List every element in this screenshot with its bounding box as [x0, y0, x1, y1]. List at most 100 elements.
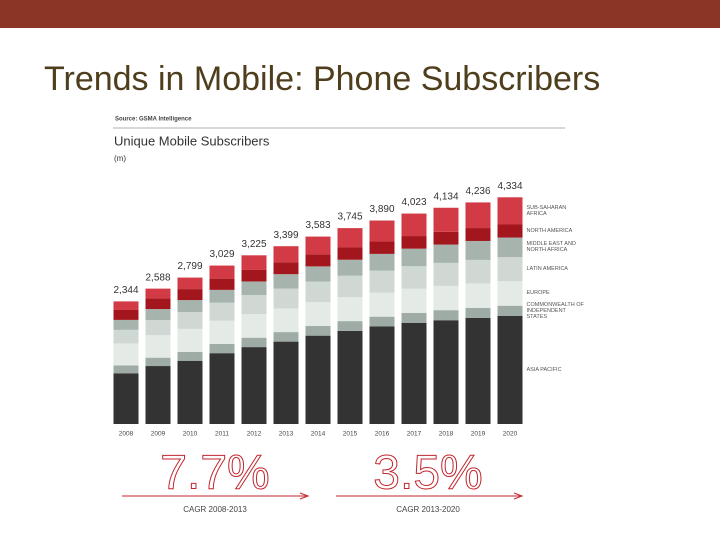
bar-segment [113, 365, 139, 374]
bar-segment [433, 244, 459, 263]
bar-segment [465, 307, 491, 318]
bar-segment [273, 288, 299, 309]
bar-segment [401, 266, 427, 289]
bar-segment [241, 281, 267, 296]
bar-segment [241, 337, 267, 348]
total-label: 3,399 [273, 230, 298, 241]
bar-segment [401, 288, 427, 313]
x-tick-label: 2014 [311, 431, 326, 438]
bar-segment [113, 309, 139, 320]
bar-segment [337, 247, 363, 260]
bar-segment [145, 366, 171, 424]
bar-segment [401, 213, 427, 237]
total-label: 2,799 [177, 261, 202, 272]
bar-segment [369, 292, 395, 317]
bar-segment [273, 246, 299, 263]
bar-segment [113, 343, 139, 366]
x-tick-label: 2012 [247, 431, 262, 438]
bar-segment [337, 330, 363, 424]
x-tick-label: 2015 [343, 431, 358, 438]
bar-segment [305, 335, 331, 424]
bar-segment [337, 259, 363, 276]
cagr-value: 3.5% [373, 447, 482, 500]
bar-segment [113, 329, 139, 344]
x-tick-label: 2008 [119, 431, 134, 438]
bar-segment [209, 278, 235, 290]
bar-segment [433, 310, 459, 321]
bar-segment [273, 274, 299, 289]
source: Source: GSMA Intelligence [115, 117, 192, 123]
bar-segment [177, 360, 203, 424]
x-tick-label: 2018 [439, 431, 454, 438]
bar-segment [113, 319, 139, 330]
bar-segment [305, 281, 331, 303]
bar-segment [241, 269, 267, 282]
bar-segment [337, 297, 363, 322]
bar-segment [497, 257, 523, 282]
bar-segment [497, 224, 523, 238]
bar-segment [145, 288, 171, 299]
total-label: 4,236 [465, 186, 490, 197]
x-tick-label: 2013 [279, 431, 294, 438]
bar-segment [401, 248, 427, 267]
bar-segment [273, 262, 299, 275]
total-label: 2,344 [113, 285, 138, 296]
top-bar [0, 0, 720, 28]
bar-segment [433, 262, 459, 286]
bar-segment [273, 332, 299, 342]
x-tick-label: 2017 [407, 431, 422, 438]
bar-segment [209, 265, 235, 279]
bar-segment [337, 321, 363, 331]
total-label: 3,225 [241, 239, 266, 250]
bar-segment [305, 326, 331, 336]
bar-segment [241, 314, 267, 338]
bar-segment [145, 298, 171, 310]
bar-segment [337, 275, 363, 298]
total-label: 3,583 [305, 220, 330, 231]
bar-segment [497, 237, 523, 258]
legend-entry: Europe [526, 290, 550, 297]
bar-segment [209, 353, 235, 424]
cagr-value: 7.7% [160, 447, 269, 500]
bar-segment [337, 228, 363, 248]
total-label: 2,588 [145, 272, 170, 283]
bar-segment [465, 259, 491, 284]
cagr-label: CAGR 2013-2020 [396, 505, 460, 514]
bar-segment [241, 295, 267, 315]
bar-segment [177, 277, 203, 290]
bar-segment [177, 312, 203, 329]
x-tick-label: 2011 [215, 431, 229, 438]
bar-segment [305, 266, 331, 282]
bar-segment [369, 316, 395, 327]
legend-entry: Sub-Saharan Africa [526, 204, 567, 217]
bar-segment [465, 202, 491, 229]
bar-segment [305, 254, 331, 267]
bar-segment [273, 341, 299, 424]
bar-segment [241, 347, 267, 424]
x-tick-label: 2019 [471, 431, 486, 438]
bar-segment [433, 207, 459, 232]
bar-segment [497, 305, 523, 316]
bar-segment [113, 301, 139, 310]
bar-segment [241, 255, 267, 270]
bar-segment [305, 302, 331, 327]
arrow-head [299, 492, 310, 500]
legend-entry: Asia Pacific [526, 366, 562, 373]
bar-segment [433, 231, 459, 245]
bar-segment [209, 320, 235, 345]
x-tick-label: 2016 [375, 431, 390, 438]
total-label: 3,745 [337, 212, 362, 223]
bar-segment [497, 281, 523, 306]
bar-segment [401, 312, 427, 323]
bar-segment [433, 285, 459, 311]
total-label: 4,134 [433, 191, 458, 202]
total-label: 4,334 [497, 181, 522, 192]
bar-segment [465, 317, 491, 424]
bar-segment [369, 326, 395, 424]
bar-segment [369, 253, 395, 271]
bar-segment [145, 335, 171, 358]
bar-segment [145, 320, 171, 336]
legend-entry: Commonwealth of Independent States [526, 301, 584, 320]
